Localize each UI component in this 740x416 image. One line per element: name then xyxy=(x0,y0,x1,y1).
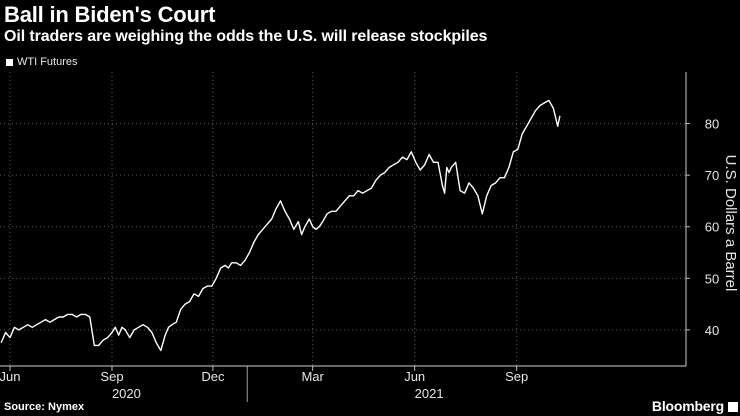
gridlines xyxy=(0,72,686,366)
y-tick-label: 40 xyxy=(705,323,719,338)
tick-labels: 40 50 60 70 80 Jun Sep Dec Mar Jun Sep 2020 2021 U.S.… xyxy=(0,117,739,401)
x-tick-label: Jun xyxy=(404,369,425,384)
y-axis-title: U.S. Dollars a Barrel xyxy=(722,155,739,292)
y-tick-label: 50 xyxy=(705,271,719,286)
y-tick-label: 60 xyxy=(705,220,719,235)
x-tick-label: Mar xyxy=(301,369,324,384)
bloomberg-logo: Bloomberg xyxy=(651,398,724,414)
x-tick-label: Sep xyxy=(100,369,123,384)
y-tick-label: 70 xyxy=(705,168,719,183)
legend-swatch xyxy=(6,58,13,66)
source-note: Source: Nymex xyxy=(4,401,85,413)
series-line-wti xyxy=(0,99,561,352)
series-layer xyxy=(0,99,561,352)
x-tick-label: Jun xyxy=(0,369,20,384)
legend: WTI Futures xyxy=(6,56,78,68)
x-tick-label: Dec xyxy=(201,369,225,384)
chart-title: Ball in Biden's Court xyxy=(4,2,216,27)
bloomberg-mark-icon xyxy=(728,402,738,412)
legend-label: WTI Futures xyxy=(17,56,78,68)
chart-subtitle: Oil traders are weighing the odds the U.… xyxy=(4,28,488,45)
y-tick-label: 80 xyxy=(705,117,719,132)
year-label: 2021 xyxy=(415,386,444,401)
year-label: 2020 xyxy=(112,386,141,401)
x-tick-label: Sep xyxy=(505,369,528,384)
axes xyxy=(0,72,690,402)
